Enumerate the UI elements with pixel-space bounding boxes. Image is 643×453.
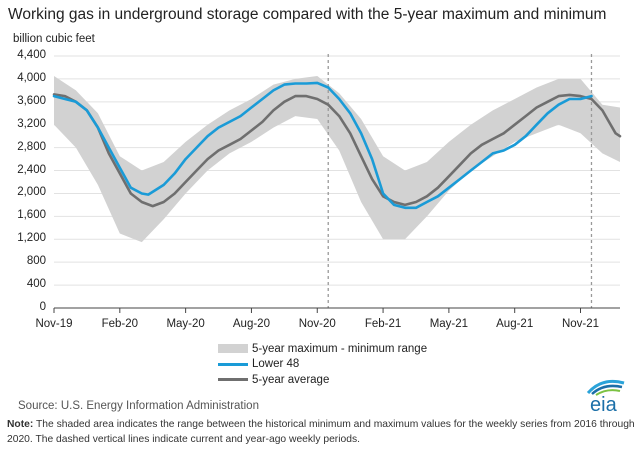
- eia-logo: eia: [586, 379, 625, 415]
- note-label: Note:: [7, 419, 34, 430]
- legend-label-lower48: Lower 48: [252, 358, 300, 371]
- x-tick-label: Aug-20: [232, 318, 270, 330]
- x-tick-label: Nov-20: [298, 318, 336, 330]
- legend-label-range: 5-year maximum - minimum range: [252, 342, 428, 355]
- x-tick-label: May-20: [166, 318, 205, 330]
- x-tick-label: Nov-21: [561, 318, 600, 330]
- y-tick-label: 2,000: [17, 186, 46, 199]
- note-text: Note: The shaded area indicates the rang…: [7, 417, 637, 447]
- legend-item-average: 5-year average: [218, 372, 427, 388]
- legend-item-lower48: Lower 48: [218, 357, 427, 373]
- note-body: The shaded area indicates the range betw…: [7, 419, 635, 445]
- legend-label-average: 5-year average: [252, 373, 330, 386]
- x-tick-label: Aug-21: [496, 318, 534, 330]
- y-tick-label: 800: [26, 255, 46, 268]
- x-tick-label: Feb-21: [364, 318, 402, 330]
- chart-plot: [52, 54, 622, 313]
- x-tick-label: Nov-19: [35, 318, 73, 330]
- legend-swatch-average: [218, 378, 248, 382]
- legend-swatch-lower48: [218, 362, 248, 366]
- lower48-line: [52, 81, 593, 210]
- legend: 5-year maximum - minimum range Lower 48 …: [218, 341, 427, 388]
- x-tick-label: May-21: [429, 318, 469, 330]
- chart-title: Working gas in underground storage compa…: [8, 6, 607, 23]
- y-tick-label: 1,200: [17, 232, 46, 245]
- y-tick-label: 4,400: [17, 49, 46, 61]
- y-tick-label: 400: [26, 278, 46, 291]
- svg-text:eia: eia: [590, 394, 618, 415]
- y-tick-label: 2,400: [17, 163, 46, 176]
- range-band: [54, 76, 620, 243]
- y-tick-label: 3,600: [17, 94, 46, 107]
- y-tick-label: 2,800: [17, 140, 46, 153]
- y-tick-label: 3,200: [17, 117, 46, 130]
- y-tick-label: 1,600: [17, 209, 46, 222]
- source-text: Source: U.S. Energy Information Administ…: [18, 400, 259, 412]
- average-line: [52, 93, 622, 208]
- legend-item-range: 5-year maximum - minimum range: [218, 341, 427, 357]
- y-axis-unit-label: billion cubic feet: [13, 33, 95, 45]
- legend-swatch-range: [218, 344, 248, 354]
- y-tick-label: 4,000: [17, 71, 46, 84]
- x-tick-label: Feb-20: [101, 318, 139, 330]
- y-tick-label: 0: [39, 301, 46, 313]
